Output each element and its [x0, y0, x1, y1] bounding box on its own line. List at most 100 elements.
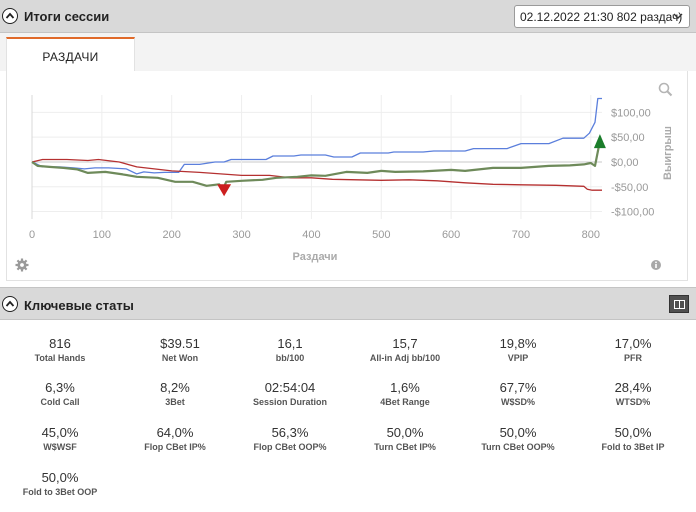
stat-4bet-range: 1,6% 4Bet Range: [345, 380, 465, 407]
stat-label: Turn CBet OOP%: [481, 442, 555, 452]
tab-hands-label: РАЗДАЧИ: [42, 50, 99, 64]
min-marker: [217, 184, 232, 197]
stat-label: PFR: [624, 353, 642, 363]
session-summary-header: Итоги сессии 02.12.2022 21:30 802 раздач…: [0, 0, 696, 33]
key-stats-header: Ключевые статы: [0, 287, 696, 320]
stat-value: 28,4%: [614, 380, 652, 395]
y-tick-label: $0,00: [611, 157, 639, 169]
settings-gear-icon[interactable]: [15, 258, 29, 272]
columns-icon: [674, 300, 685, 309]
stat-3bet: 8,2% 3Bet: [115, 380, 235, 407]
stat-value: 50,0%: [386, 425, 424, 440]
chevron-up-icon: [5, 12, 15, 19]
layout-toggle-button[interactable]: [669, 295, 689, 313]
stat-turn-cbet-oop: 50,0% Turn CBet OOP%: [458, 425, 578, 452]
stat-value: 50,0%: [499, 425, 537, 440]
stat-value: $39.51: [160, 336, 200, 351]
chart-markers: [217, 134, 606, 197]
key-stats-grid: 816 Total Hands $39.51 Net Won 16,1 bb/100 …: [0, 321, 696, 512]
stat-label: Turn CBet IP%: [374, 442, 436, 452]
stat-label: Session Duration: [252, 397, 327, 407]
x-tick-label: 400: [302, 229, 320, 241]
stat-pfr: 17,0% PFR: [573, 336, 693, 363]
stat-fold-to-3bet-ip: 50,0% Fold to 3Bet IP: [573, 425, 693, 452]
x-tick-label: 600: [442, 229, 460, 241]
session-summary-title: Итоги сессии: [24, 9, 110, 24]
x-tick-label: 100: [93, 229, 111, 241]
stat-value: 64,0%: [156, 425, 194, 440]
collapse-session-button[interactable]: [2, 8, 18, 24]
stat-label: Flop CBet OOP%: [253, 442, 327, 452]
y-axis-ticks: $100,00 $50,00 $0,00 -$50,00 -$100,00: [611, 107, 654, 218]
stat-value: 50,0%: [41, 470, 79, 485]
stat-total-hands: 816 Total Hands: [0, 336, 120, 363]
y-axis-label: Выигрыш: [662, 126, 674, 180]
x-tick-label: 0: [29, 229, 35, 241]
stat-value: 16,1: [277, 336, 303, 351]
stat-wsd: 67,7% W$SD%: [458, 380, 578, 407]
stat-allin-adj-bb-100: 15,7 All-in Adj bb/100: [345, 336, 465, 363]
chevron-down-icon: [673, 13, 683, 19]
chevron-up-icon: [5, 300, 15, 307]
chart-series: [31, 97, 603, 192]
session-select-dropdown[interactable]: 02.12.2022 21:30 802 раздач): [514, 5, 690, 28]
stat-value: 56,3%: [271, 425, 309, 440]
session-select-value: 02.12.2022 21:30 802 раздач): [520, 10, 683, 24]
x-tick-label: 800: [582, 229, 600, 241]
stat-label: W$WSF: [43, 442, 77, 452]
stat-label: 3Bet: [165, 397, 185, 407]
stat-value: 19,8%: [499, 336, 537, 351]
x-tick-label: 700: [512, 229, 530, 241]
info-icon[interactable]: [651, 260, 661, 270]
collapse-key-stats-button[interactable]: [2, 296, 18, 312]
stat-session-duration: 02:54:04 Session Duration: [230, 380, 350, 407]
series-line-winnings-red: [31, 158, 602, 191]
stat-value: 45,0%: [41, 425, 79, 440]
stat-value: 15,7: [392, 336, 418, 351]
tab-bar: РАЗДАЧИ: [0, 33, 696, 71]
stat-label: bb/100: [275, 353, 305, 363]
stat-label: Cold Call: [40, 397, 80, 407]
series-line-winnings-blue: [31, 97, 602, 175]
stat-label: Total Hands: [34, 353, 86, 363]
stat-label: All-in Adj bb/100: [369, 353, 441, 363]
stat-label: WTSD%: [615, 397, 651, 407]
x-tick-label: 500: [372, 229, 390, 241]
stat-label: Flop CBet IP%: [144, 442, 206, 452]
stat-net-won: $39.51 Net Won: [120, 336, 240, 363]
stat-label: 4Bet Range: [380, 397, 430, 407]
y-tick-label: -$100,00: [611, 207, 654, 219]
x-tick-label: 200: [163, 229, 181, 241]
chart-grid: [31, 95, 602, 219]
stat-value: 67,7%: [499, 380, 537, 395]
x-tick-label: 300: [232, 229, 250, 241]
stat-value: 1,6%: [390, 380, 420, 395]
winnings-chart: 0 100 200 300 400 500 600 700 800 $100,00$50,00$…: [15, 82, 674, 272]
zoom-icon[interactable]: [658, 82, 673, 97]
stat-label: Fold to 3Bet IP: [601, 442, 665, 452]
stat-value: 17,0%: [614, 336, 652, 351]
stat-bb-100: 16,1 bb/100: [230, 336, 350, 363]
x-axis-label: Раздачи: [293, 251, 338, 263]
stat-wwsf: 45,0% W$WSF: [0, 425, 120, 452]
stat-value: 816: [49, 336, 71, 351]
stat-flop-cbet-ip: 64,0% Flop CBet IP%: [115, 425, 235, 452]
x-axis-ticks: 0 100 200 300 400 500 600 700 800: [29, 229, 600, 241]
stat-wtsd: 28,4% WTSD%: [573, 380, 693, 407]
winnings-chart-panel: 0 100 200 300 400 500 600 700 800 $100,00 $50,00 $…: [6, 71, 688, 281]
max-marker: [593, 134, 606, 149]
stat-label: Fold to 3Bet OOP: [22, 487, 98, 497]
y-tick-label: $50,00: [611, 132, 645, 144]
series-line-winnings-green: [31, 142, 603, 192]
tab-hands[interactable]: РАЗДАЧИ: [6, 37, 135, 71]
stat-flop-cbet-oop: 56,3% Flop CBet OOP%: [230, 425, 350, 452]
stat-value: 6,3%: [45, 380, 75, 395]
stat-value: 02:54:04: [264, 380, 316, 395]
stat-turn-cbet-ip: 50,0% Turn CBet IP%: [345, 425, 465, 452]
key-stats-title: Ключевые статы: [24, 298, 134, 313]
stat-label: W$SD%: [500, 397, 535, 407]
stat-fold-to-3bet-oop: 50,0% Fold to 3Bet OOP: [0, 470, 120, 497]
stat-value: 50,0%: [614, 425, 652, 440]
stat-label: Net Won: [161, 353, 199, 363]
